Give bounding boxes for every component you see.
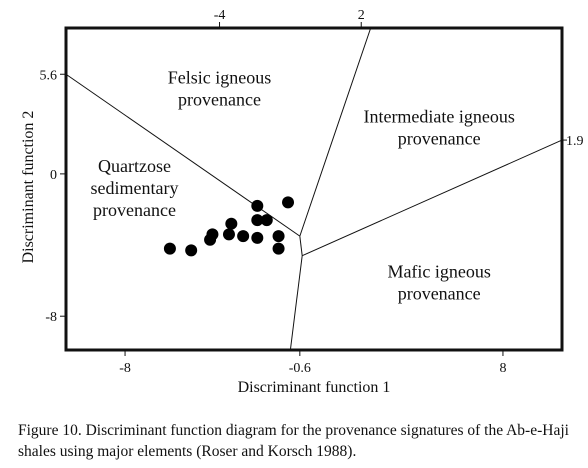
figure-caption: Figure 10. Discriminant function diagram… bbox=[18, 422, 569, 460]
data-point bbox=[225, 217, 238, 230]
data-point bbox=[260, 214, 273, 227]
discriminant-function-chart: -8 -0.6 8-4 25.60-81.9 Felsic igneousproven… bbox=[20, 8, 584, 396]
y-tick-label: -8 bbox=[45, 310, 57, 325]
region-label: provenance bbox=[178, 89, 261, 109]
y-axis-label: Discriminant function 2 bbox=[20, 111, 37, 264]
x-tick-label: -0.6 bbox=[289, 361, 311, 376]
y-tick-label: 5.6 bbox=[40, 68, 58, 83]
top-tick-label: 2 bbox=[358, 8, 365, 23]
data-point bbox=[185, 244, 198, 257]
region-label: provenance bbox=[398, 129, 481, 149]
data-point bbox=[237, 230, 250, 243]
data-point bbox=[222, 228, 235, 241]
top-tick-label: -4 bbox=[214, 8, 226, 23]
x-axis-label: Discriminant function 1 bbox=[238, 379, 391, 396]
data-point bbox=[272, 242, 285, 255]
plot-frame bbox=[64, 26, 564, 352]
region-label: Intermediate igneous bbox=[363, 107, 514, 127]
data-point bbox=[251, 199, 264, 212]
region-label: provenance bbox=[398, 283, 481, 303]
plot-border bbox=[64, 26, 564, 352]
x-tick-label: -8 bbox=[119, 361, 131, 376]
boundary-line bbox=[289, 255, 303, 351]
boundary-line bbox=[299, 27, 372, 237]
region-label: Felsic igneous bbox=[168, 67, 272, 87]
boundary-line bbox=[299, 236, 303, 256]
x-tick-label: 8 bbox=[499, 361, 506, 376]
data-point bbox=[282, 196, 295, 209]
region-label: Quartzose bbox=[98, 156, 171, 176]
data-point bbox=[272, 230, 285, 243]
right-tick-label: 1.9 bbox=[566, 134, 584, 149]
data-point bbox=[163, 242, 176, 255]
data-point bbox=[251, 231, 264, 244]
data-point bbox=[251, 214, 264, 227]
region-label: provenance bbox=[93, 200, 176, 220]
region-label: sedimentary bbox=[91, 178, 179, 198]
y-tick-label: 0 bbox=[50, 168, 57, 183]
region-label: Mafic igneous bbox=[387, 261, 490, 281]
axis-ticks: -8 -0.6 8 -4 2 5.6 0 -8 1.9 bbox=[40, 8, 584, 376]
boundary-line bbox=[301, 139, 563, 257]
data-point bbox=[204, 233, 217, 246]
data-points bbox=[163, 196, 295, 257]
